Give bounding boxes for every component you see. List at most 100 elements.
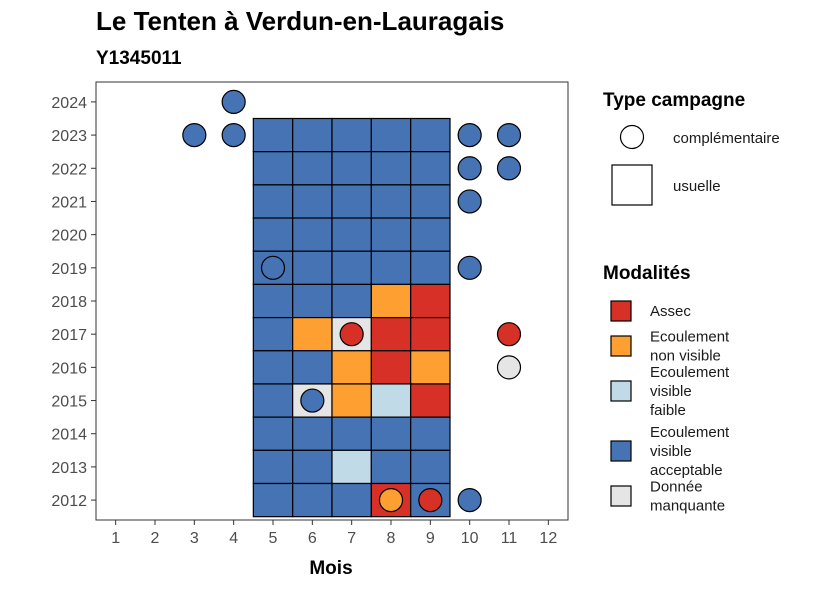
legend-label-usuelle: usuelle <box>673 178 721 195</box>
tile-2021-5 <box>252 184 294 219</box>
tile-2022-7 <box>331 151 372 186</box>
legend-key-manquante <box>610 485 632 507</box>
tile-2022-8 <box>370 151 412 186</box>
tile-2015-9 <box>410 383 451 418</box>
tile-2020-5 <box>252 217 294 252</box>
point-2019-5 <box>260 255 286 280</box>
tile-2021-6 <box>292 184 333 219</box>
chart-title: Le Tenten à Verdun-en-Lauragais <box>96 6 504 36</box>
tile-2016-6 <box>292 350 333 385</box>
y-tick-label: 2018 <box>51 294 87 311</box>
x-tick-label: 1 <box>111 530 120 547</box>
tile-2016-5 <box>252 350 294 385</box>
x-axis: 1 2 3 4 5 6 7 8 9 10 11 12 <box>111 520 557 547</box>
tile-2020-7 <box>331 217 372 252</box>
point-2019-10 <box>457 255 482 280</box>
tile-2015-7 <box>331 383 372 418</box>
tile-2019-7 <box>331 250 372 286</box>
tile-2020-9 <box>410 217 451 252</box>
tile-2021-8 <box>370 184 412 219</box>
y-tick-label: 2015 <box>51 394 87 411</box>
legend-modalites-title: Modalités <box>603 263 691 284</box>
complementaire-points <box>182 89 522 513</box>
tile-2013-9 <box>410 449 451 485</box>
point-2017-11 <box>496 322 522 347</box>
x-tick-label: 7 <box>347 530 356 547</box>
tile-2012-6 <box>292 482 333 518</box>
tile-2018-5 <box>252 283 294 319</box>
point-2012-10 <box>457 487 482 513</box>
tile-2021-7 <box>331 184 372 219</box>
x-tick-label: 3 <box>190 530 199 547</box>
point-2015-6 <box>300 388 325 413</box>
x-axis-title: Mois <box>309 558 352 579</box>
tile-2016-7 <box>331 350 372 385</box>
tile-2020-8 <box>370 217 412 252</box>
point-2021-10 <box>457 189 482 214</box>
tile-2015-5 <box>252 383 294 418</box>
tile-2017-6 <box>292 316 333 352</box>
x-tick-label: 9 <box>426 530 435 547</box>
legend-label-faible: Ecoulement visible faible <box>650 364 730 419</box>
tile-2014-9 <box>410 416 451 451</box>
y-tick-label: 2022 <box>51 161 87 178</box>
point-2023-4 <box>221 122 246 148</box>
y-tick-label: 2024 <box>51 95 87 112</box>
legend-type-campagne-title: Type campagne <box>603 90 745 111</box>
tile-2014-6 <box>292 416 333 451</box>
tile-2018-7 <box>331 283 372 319</box>
y-tick-label: 2023 <box>51 128 87 145</box>
y-tick-label: 2021 <box>51 194 87 211</box>
tile-2013-8 <box>370 449 412 485</box>
tile-2012-5 <box>252 482 294 518</box>
tile-2017-5 <box>252 316 294 352</box>
legend-key-complementaire <box>619 124 645 150</box>
tile-2023-9 <box>410 117 451 153</box>
tile-2012-7 <box>331 482 372 518</box>
legend-key-assec <box>610 300 632 322</box>
y-tick-label: 2013 <box>51 460 87 477</box>
point-2024-4 <box>221 89 246 115</box>
tile-2013-5 <box>252 449 294 485</box>
x-tick-label: 6 <box>308 530 317 547</box>
legend-label-assec: Assec <box>650 303 691 320</box>
y-tick-label: 2014 <box>51 427 87 444</box>
y-tick-label: 2016 <box>51 360 87 377</box>
x-tick-label: 10 <box>461 530 479 547</box>
usuelle-tiles <box>252 117 451 518</box>
legend-key-faible <box>610 380 632 402</box>
tile-2018-8 <box>370 283 412 319</box>
y-tick-label: 2019 <box>51 261 87 278</box>
tile-2014-7 <box>331 416 372 451</box>
tile-2022-6 <box>292 151 333 186</box>
tile-2018-9 <box>410 283 451 319</box>
tile-2023-5 <box>252 117 294 153</box>
tile-2023-7 <box>331 117 372 153</box>
tile-2015-8 <box>370 383 412 418</box>
point-2017-7 <box>339 322 364 347</box>
legend-label-nonvisible: Ecoulement non visible <box>650 329 730 365</box>
x-tick-label: 2 <box>151 530 160 547</box>
point-2022-10 <box>457 156 482 181</box>
tile-2016-8 <box>370 350 412 385</box>
legend-key-usuelle <box>611 164 653 206</box>
tile-2019-8 <box>370 250 412 286</box>
tile-2014-5 <box>252 416 294 451</box>
legend-key-nonvisible <box>610 335 632 357</box>
legend-type-campagne: Type campagne complémentaire usuelle <box>603 90 780 206</box>
x-tick-label: 11 <box>501 530 518 547</box>
tile-2014-8 <box>370 416 412 451</box>
point-2022-11 <box>496 156 522 181</box>
tile-2018-6 <box>292 283 333 319</box>
legend-label-acceptable: Ecoulement visible acceptable <box>650 424 730 479</box>
tile-2022-9 <box>410 151 451 186</box>
tile-2023-8 <box>370 117 412 153</box>
x-tick-label: 4 <box>229 530 238 547</box>
x-tick-label: 5 <box>269 530 278 547</box>
y-tick-label: 2017 <box>51 327 87 344</box>
x-tick-label: 8 <box>387 530 396 547</box>
legend-key-acceptable <box>610 440 632 462</box>
tile-2023-6 <box>292 117 333 153</box>
